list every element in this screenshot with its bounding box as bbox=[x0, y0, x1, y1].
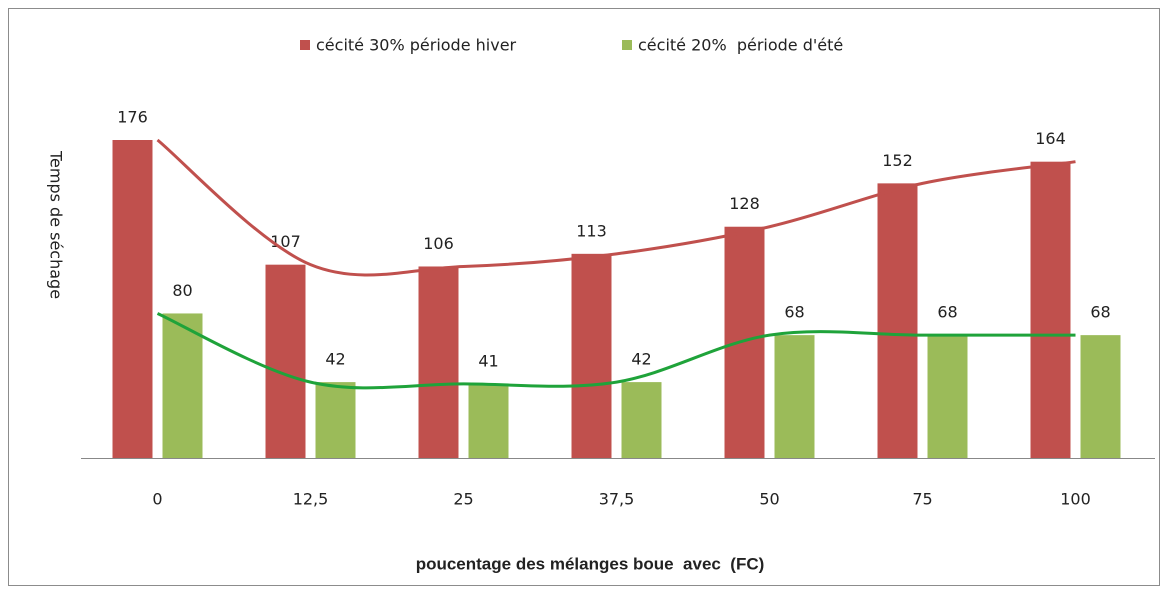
bar bbox=[265, 264, 306, 458]
data-label: 113 bbox=[576, 221, 607, 240]
bar bbox=[724, 226, 765, 458]
legend-swatch bbox=[622, 40, 632, 50]
data-label: 68 bbox=[1090, 303, 1110, 322]
x-tick-label: 0 bbox=[152, 490, 162, 509]
data-label: 152 bbox=[882, 151, 913, 170]
data-label: 68 bbox=[937, 303, 957, 322]
data-label: 106 bbox=[423, 234, 454, 253]
bar bbox=[315, 382, 356, 458]
bar bbox=[162, 313, 203, 458]
bar bbox=[927, 335, 968, 458]
data-label: 68 bbox=[784, 303, 804, 322]
x-tick-label: 50 bbox=[759, 490, 779, 509]
x-tick-label: 100 bbox=[1060, 490, 1091, 509]
bar bbox=[468, 383, 509, 458]
bar bbox=[418, 266, 459, 458]
data-label: 42 bbox=[631, 350, 651, 369]
data-label: 80 bbox=[172, 281, 192, 300]
data-label: 107 bbox=[270, 232, 301, 251]
bar bbox=[571, 253, 612, 458]
data-label: 176 bbox=[117, 108, 148, 127]
x-tick-label: 75 bbox=[912, 490, 932, 509]
bar bbox=[621, 382, 662, 458]
bar bbox=[112, 140, 153, 458]
y-axis-title: Temps de séchage bbox=[47, 150, 66, 299]
bar bbox=[1080, 335, 1121, 458]
x-tick-label: 37,5 bbox=[599, 490, 635, 509]
legend-swatch bbox=[300, 40, 310, 50]
x-tick-label: 25 bbox=[453, 490, 473, 509]
trend-line bbox=[156, 138, 1076, 277]
legend-label: cécité 20% période d'été bbox=[638, 36, 843, 55]
legend-label: cécité 30% période hiver bbox=[316, 36, 517, 55]
x-tick-label: 12,5 bbox=[293, 490, 329, 509]
data-label: 164 bbox=[1035, 129, 1066, 148]
bar bbox=[1030, 161, 1071, 458]
x-axis-title: poucentage des mélanges boue avec (FC) bbox=[416, 554, 765, 573]
data-label: 42 bbox=[325, 350, 345, 369]
data-label: 128 bbox=[729, 194, 760, 213]
trend-line bbox=[156, 312, 1076, 390]
bar bbox=[774, 335, 815, 458]
data-label: 41 bbox=[478, 351, 498, 370]
bar bbox=[877, 183, 918, 458]
